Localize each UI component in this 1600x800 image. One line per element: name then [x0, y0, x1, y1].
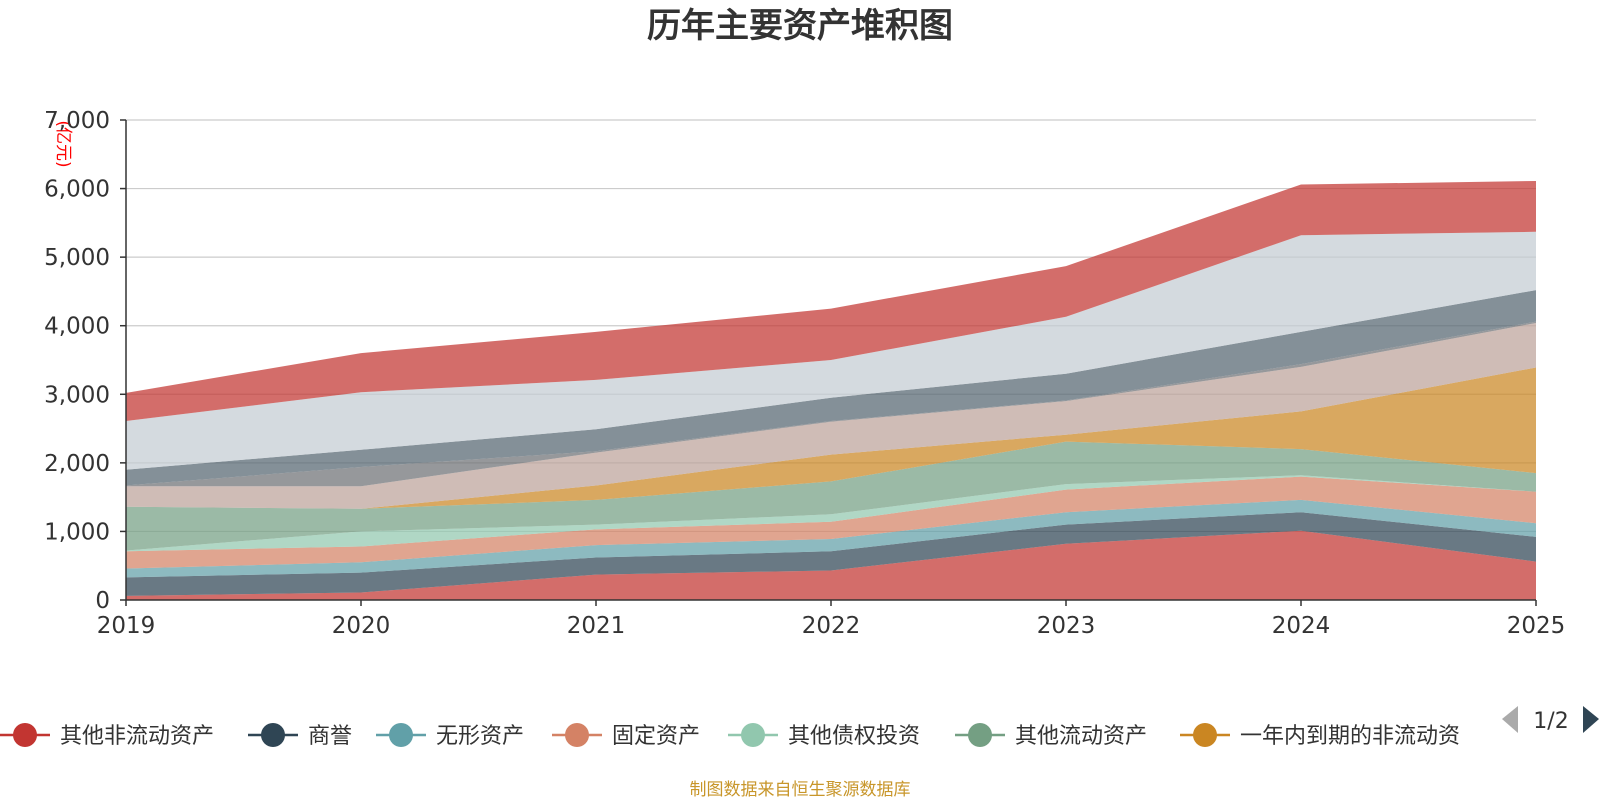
- legend-page-indicator: 1/2: [1533, 709, 1568, 734]
- area-series-12: [126, 181, 1536, 421]
- y-tick-label: 6,000: [44, 177, 110, 203]
- legend: 其他非流动资产 商誉 无形资产 固定资产 其他债权投资 其他流动资产 一年内到期的非流动资: [0, 723, 1460, 749]
- x-tick-label: 2023: [1037, 613, 1096, 639]
- legend-label: 无形资产: [436, 724, 524, 749]
- legend-item[interactable]: 其他流动资产: [955, 723, 1147, 749]
- legend-item[interactable]: 无形资产: [376, 723, 524, 749]
- legend-label: 一年内到期的非流动资: [1240, 724, 1460, 749]
- legend-marker-icon: [741, 723, 765, 747]
- legend-item[interactable]: 一年内到期的非流动资: [1180, 723, 1460, 749]
- area-series-11: [126, 231, 1536, 470]
- area-series: [126, 181, 1536, 600]
- y-axis-unit: (亿元): [53, 120, 73, 167]
- y-tick-label: 5,000: [44, 245, 110, 271]
- y-tick-label: 7,000: [44, 108, 110, 134]
- legend-next-icon[interactable]: [1583, 706, 1599, 733]
- legend-item[interactable]: 其他债权投资: [728, 723, 920, 749]
- chart-title: 历年主要资产堆积图: [647, 6, 953, 46]
- legend-item[interactable]: 其他非流动资产: [0, 723, 214, 749]
- area-无形资产: [126, 499, 1536, 578]
- legend-label: 其他非流动资产: [60, 724, 214, 749]
- legend-marker-icon: [565, 723, 589, 747]
- legend-prev-icon[interactable]: [1502, 706, 1518, 733]
- legend-marker-icon: [13, 723, 37, 747]
- area-其他非流动资产: [126, 530, 1536, 600]
- legend-marker-icon: [968, 723, 992, 747]
- legend-label: 固定资产: [612, 724, 700, 749]
- x-tick-label: 2019: [97, 613, 156, 639]
- legend-item[interactable]: 商誉: [248, 723, 352, 749]
- y-tick-label: 1,000: [44, 519, 110, 545]
- axes: 0 1,000 2,000 3,000 4,000 5,000 6,000 7,000 2019…: [44, 108, 1565, 639]
- y-tick-label: 0: [95, 588, 110, 614]
- x-tick-label: 2022: [802, 613, 861, 639]
- area-其他流动资产: [126, 441, 1536, 551]
- x-tick-label: 2025: [1507, 613, 1566, 639]
- area-商誉: [126, 512, 1536, 596]
- legend-marker-icon: [261, 723, 285, 747]
- x-tick-label: 2020: [332, 613, 391, 639]
- x-tick-label: 2024: [1272, 613, 1331, 639]
- area-series-8: [126, 323, 1536, 509]
- legend-marker-icon: [389, 723, 413, 747]
- area-固定资产: [126, 476, 1536, 569]
- data-source-note: 制图数据来自恒生聚源数据库: [690, 780, 911, 800]
- legend-label: 其他流动资产: [1015, 724, 1147, 749]
- area-series-10: [126, 290, 1536, 486]
- legend-item[interactable]: 固定资产: [552, 723, 700, 749]
- y-tick-label: 2,000: [44, 451, 110, 477]
- y-tick-label: 4,000: [44, 314, 110, 340]
- legend-pager: 1/2: [1502, 706, 1599, 734]
- area-一年内到期的非流动资: [126, 367, 1536, 509]
- area-其他债权投资: [126, 475, 1536, 552]
- x-tick-label: 2021: [567, 613, 626, 639]
- legend-marker-icon: [1193, 723, 1217, 747]
- legend-label: 其他债权投资: [788, 724, 920, 749]
- y-tick-label: 3,000: [44, 382, 110, 408]
- legend-label: 商誉: [308, 724, 352, 749]
